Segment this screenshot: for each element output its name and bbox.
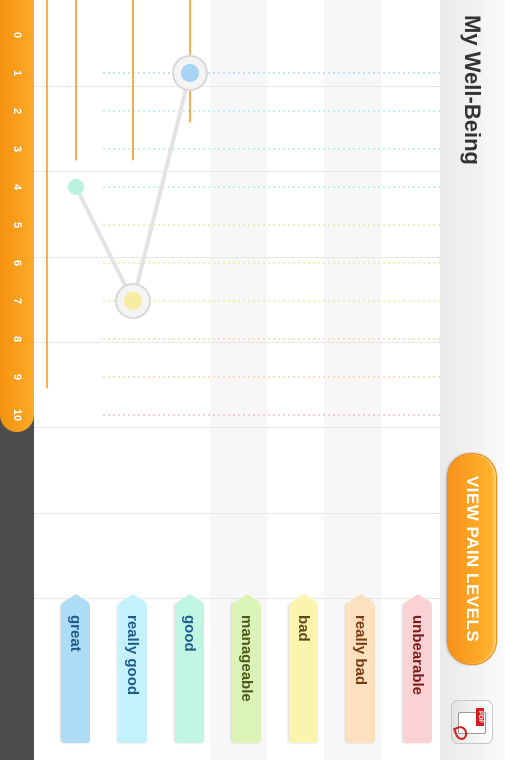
header-bar: My Well-Being VIEW PAIN LEVELS PDF — [439, 0, 505, 760]
view-pain-levels-button[interactable]: VIEW PAIN LEVELS — [447, 453, 497, 665]
data-point-dot — [181, 64, 199, 82]
pdf-tag: PDF — [476, 708, 484, 726]
date-axis-labels: Feb 23Feb 24Feb 25Feb 26Feb 27Feb 28Feb … — [0, 0, 34, 760]
chart-plot-overlay — [46, 0, 440, 416]
data-point[interactable] — [115, 283, 151, 319]
acrobat-swirl-icon — [452, 724, 470, 742]
data-point[interactable] — [68, 179, 84, 195]
data-point-dot — [68, 179, 84, 195]
data-point[interactable] — [172, 55, 208, 91]
data-point-dot — [124, 292, 142, 310]
page-title: My Well-Being — [460, 15, 485, 165]
pdf-export-button[interactable]: PDF — [451, 700, 493, 744]
